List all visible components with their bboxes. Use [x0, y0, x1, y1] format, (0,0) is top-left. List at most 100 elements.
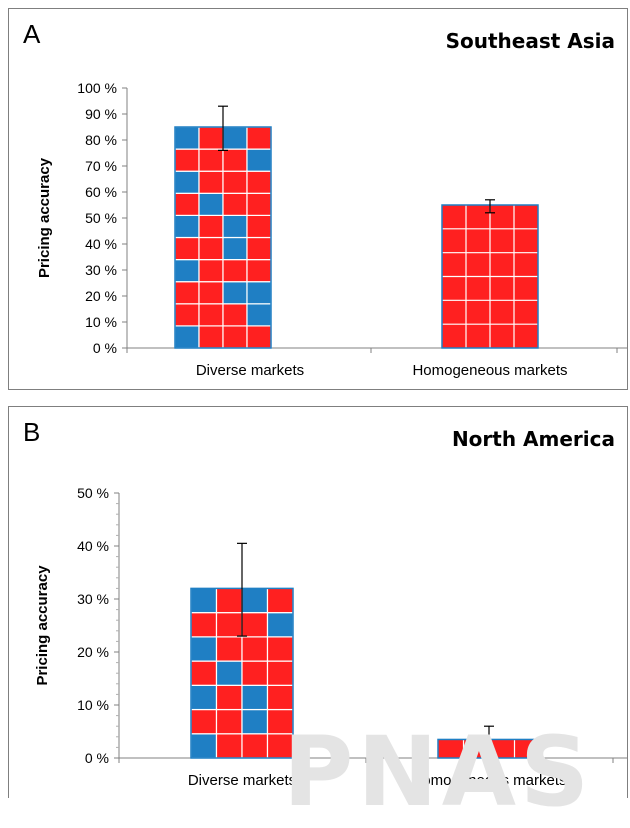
bar-cell [241, 612, 269, 638]
bar-cell [246, 281, 272, 305]
bar-cell [266, 684, 294, 711]
bar-cell [198, 192, 224, 217]
bar-cell [215, 684, 243, 711]
bar-cell [241, 684, 269, 711]
bar-cell [198, 325, 224, 349]
y-tick-label: 50 % [85, 210, 117, 226]
bar-cell [198, 148, 224, 172]
bar-cell [241, 636, 269, 662]
y-tick-label: 30 % [77, 591, 109, 607]
chart-panel-a: A Southeast Asia 0 % 10 % 20 % 30 % 40 % 50 %… [8, 8, 628, 390]
y-tick-label: 10 % [77, 697, 109, 713]
bar-cell [190, 708, 218, 735]
bar-cell [174, 325, 200, 349]
bar-cell [198, 303, 224, 327]
bar-cell [266, 708, 294, 735]
bar-diverse-markets [174, 126, 272, 349]
y-tick-label: 100 % [77, 80, 117, 96]
bar-cell [190, 612, 218, 638]
bar-cell [174, 259, 200, 283]
bar-cell [198, 281, 224, 305]
bar-cell [190, 733, 218, 759]
y-tick-label: 50 % [77, 485, 109, 501]
bar-cell [246, 236, 272, 261]
bar-cell [246, 192, 272, 217]
bar-cell [246, 214, 272, 239]
y-tick-label: 40 % [77, 538, 109, 554]
y-tick-label: 60 % [85, 184, 117, 200]
bar-cell [190, 684, 218, 711]
bar-chart-b: 0 % 10 % 20 % 30 % 40 % 50 % Pricing accuracy D… [34, 485, 627, 789]
bar-cell [266, 612, 294, 638]
bar-cell [266, 587, 294, 614]
y-axis-label: Pricing accuracy [34, 565, 51, 686]
bar-cell [266, 660, 294, 686]
panel-label-a: A [23, 19, 41, 49]
bar-cell [222, 325, 248, 349]
y-tick-label: 20 % [85, 288, 117, 304]
bar-diverse-markets [190, 587, 294, 759]
x-category-label: Homogeneous markets [412, 362, 567, 379]
bar-cell [246, 126, 272, 150]
bar-cell [174, 281, 200, 305]
bar-cell [174, 303, 200, 327]
y-tick-label: 90 % [85, 106, 117, 122]
bar-cell [246, 170, 272, 194]
bar-cell [246, 325, 272, 349]
panel-label-b: B [23, 417, 41, 447]
bar-cell [215, 660, 243, 686]
bar-cell [198, 214, 224, 239]
bar-cell [174, 236, 200, 261]
error-bar [484, 725, 494, 756]
chart-title-a: Southeast Asia [445, 29, 615, 53]
bar-cell [190, 587, 218, 614]
y-tick-label: 10 % [85, 314, 117, 330]
error-bar [218, 105, 228, 151]
bar-cell [190, 636, 218, 662]
bar-cell [215, 708, 243, 735]
bar-cell [222, 214, 248, 239]
bar-cell [174, 148, 200, 172]
y-tick-label: 0 % [85, 750, 109, 766]
bar-cell [222, 170, 248, 194]
y-tick-label: 30 % [85, 262, 117, 278]
bar-cell [246, 303, 272, 327]
bar-cell [222, 192, 248, 217]
bar-cell [222, 148, 248, 172]
error-bar [237, 542, 247, 637]
bar-cell [215, 636, 243, 662]
chart-title-b: North America [451, 427, 615, 451]
bar-cell [222, 259, 248, 283]
bar-cell [174, 170, 200, 194]
bar-cell [174, 126, 200, 150]
bar-cell [198, 170, 224, 194]
bar-cell [222, 236, 248, 261]
x-category-label: Diverse markets [188, 772, 296, 789]
bar-cell [222, 281, 248, 305]
y-axis-label: Pricing accuracy [36, 157, 53, 278]
y-tick-label: 20 % [77, 644, 109, 660]
bar-cell [215, 587, 243, 614]
bar-cell [241, 708, 269, 735]
bar-cell [174, 214, 200, 239]
bar-cell [222, 303, 248, 327]
x-category-label: Diverse markets [196, 362, 304, 379]
bar-chart-a: 0 % 10 % 20 % 30 % 40 % 50 % 60 % 70 % 80 % 90 % 1… [36, 80, 627, 379]
y-tick-label: 70 % [85, 158, 117, 174]
bar-cell [174, 192, 200, 217]
x-category-label: Homogeneous markets [411, 772, 566, 789]
bar-cell [222, 126, 248, 150]
y-tick-label: 80 % [85, 132, 117, 148]
bar-cell [198, 126, 224, 150]
bar-cell [215, 612, 243, 638]
bar-cell [215, 733, 243, 759]
y-tick-label: 40 % [85, 236, 117, 252]
error-bar [485, 199, 495, 214]
bar-cell [246, 148, 272, 172]
y-tick-label: 0 % [93, 340, 117, 356]
bar-cell [198, 236, 224, 261]
chart-panel-b: B North America 0 % 10 % 20 % 30 % 40 % 50 % P… [8, 406, 628, 798]
bar-cell [266, 733, 294, 759]
bar-homogeneous-markets [441, 204, 539, 349]
bar-cell [246, 259, 272, 283]
